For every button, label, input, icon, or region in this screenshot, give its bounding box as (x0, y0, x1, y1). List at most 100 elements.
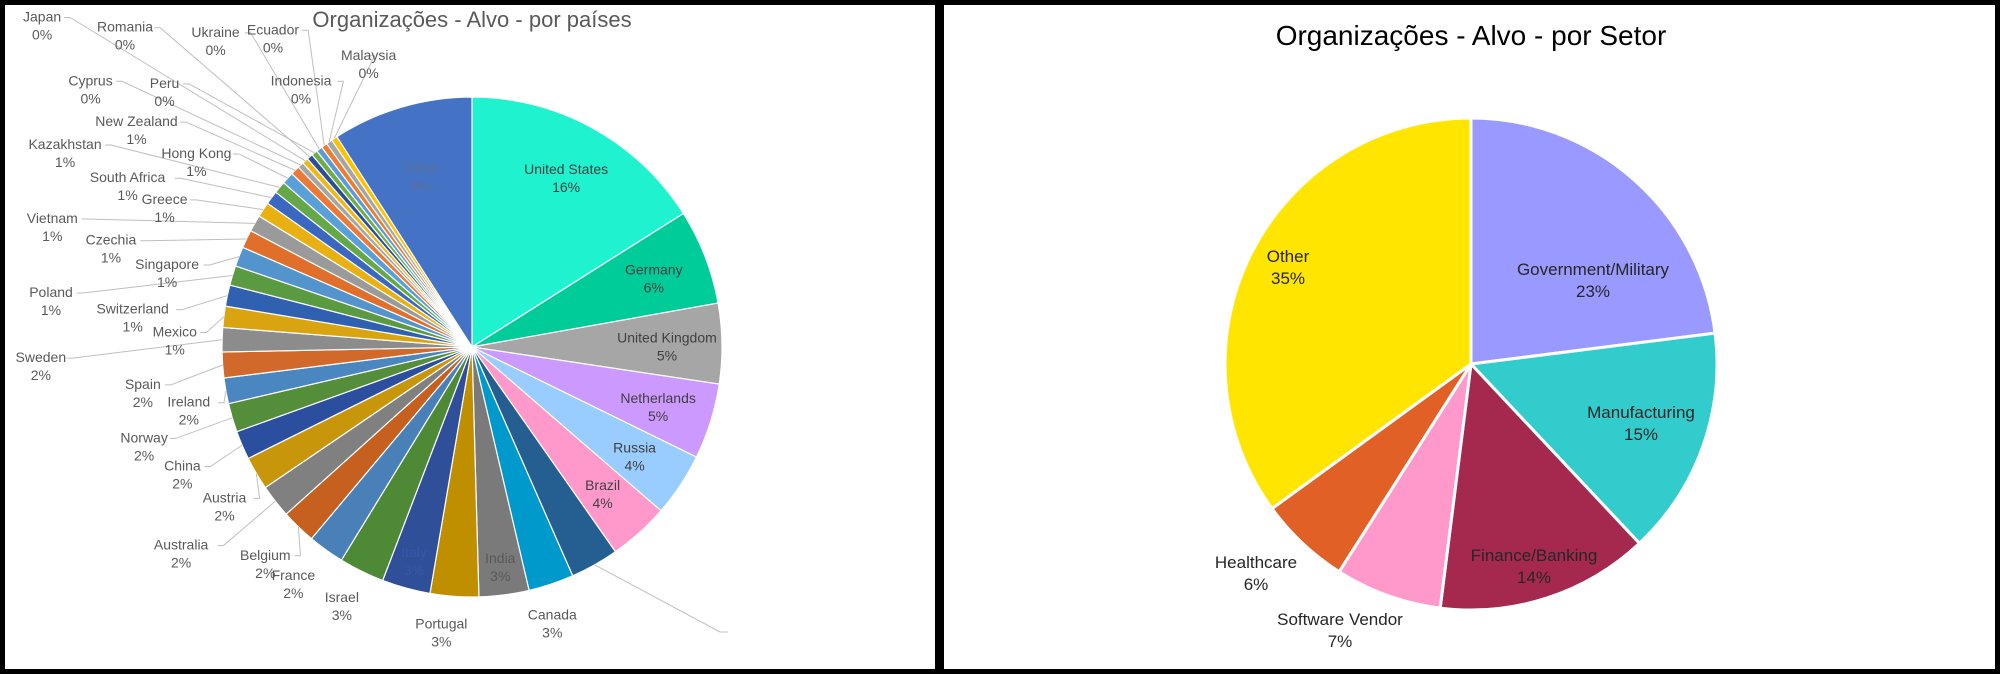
slice-label-greece: Greece (142, 191, 188, 207)
leader-line-vietnam (81, 218, 255, 224)
slice-label-healthcare: Healthcare (1215, 553, 1297, 572)
slice-value-portugal: 3% (431, 634, 451, 650)
leader-line-greece (190, 199, 264, 211)
leader-line-cyprus (116, 80, 301, 166)
slice-label-united-kingdom: United Kingdom (617, 329, 717, 345)
leader-line-malaysia (333, 55, 376, 139)
slice-value-austria: 2% (214, 507, 234, 523)
slice-value-finance-banking: 14% (1517, 568, 1551, 587)
slice-value-romania: 0% (115, 37, 135, 53)
leader-line-ecuador (302, 29, 325, 146)
slice-label-mexico: Mexico (153, 324, 198, 340)
sectors-pie: Government/Military 23% Manufacturing 15% Fi… (1215, 116, 1719, 651)
slice-value-china: 2% (172, 475, 192, 491)
slice-value-canada: 3% (542, 625, 562, 641)
slice-value-vietnam: 1% (42, 228, 62, 244)
slice-value-new-zealand: 1% (126, 131, 146, 147)
slice-label-malaysia: Malaysia (341, 47, 396, 63)
slice-value-belgium: 2% (255, 565, 275, 581)
slice-label-peru: Peru (150, 75, 180, 91)
slice-label-portugal: Portugal (415, 616, 467, 632)
leader-line-singapore (203, 256, 240, 266)
right-chart-title: Organizações - Alvo - por Setor (1276, 20, 1667, 51)
slice-label-government-military: Government/Military (1517, 260, 1670, 279)
leader-line-norway (169, 417, 233, 439)
pie-slice-united-states (471, 96, 685, 349)
slice-label-united-states: United States (524, 161, 608, 177)
leader-line-sweden (66, 339, 223, 359)
slice-label-netherlands: Netherlands (620, 390, 696, 406)
slice-label-cyprus: Cyprus (68, 72, 112, 88)
leader-lines (64, 17, 728, 633)
leader-line-ireland (217, 390, 227, 404)
leader-line-poland (76, 274, 233, 294)
slice-label-israel: Israel (325, 589, 359, 605)
leader-line-mexico (200, 316, 225, 334)
slice-value-government-military: 23% (1576, 282, 1610, 301)
slice-value-japan: 0% (32, 27, 52, 43)
slice-value-italy: 3% (404, 562, 424, 578)
leader-line-belgium (294, 526, 302, 557)
slice-value-peru: 0% (154, 93, 174, 109)
slice-value-malaysia: 0% (359, 65, 379, 81)
slice-label-russia: Russia (613, 440, 656, 456)
slice-label-india: India (485, 550, 516, 566)
slice-value-germany: 6% (644, 279, 664, 295)
slice-value-india: 3% (490, 568, 510, 584)
pie-slice-manufacturing (1467, 331, 1719, 546)
slice-label-germany: Germany (625, 261, 683, 277)
slice-label-kazakhstan: Kazakhstan (28, 136, 101, 152)
slice-label-switzerland: Switzerland (96, 301, 168, 317)
leader-line-spain (164, 364, 223, 386)
leader-line-china (204, 444, 243, 467)
slice-value-france: 2% (283, 585, 303, 601)
leader-line-peru (182, 83, 315, 154)
slice-value-united-states: 16% (552, 179, 580, 195)
left-chart-title: Organizações - Alvo - por países (312, 7, 631, 32)
leader-line-austria (253, 473, 261, 499)
slice-value-kazakhstan: 1% (55, 154, 75, 170)
slice-value-israel: 3% (332, 607, 352, 623)
slice-label-south-africa: South Africa (90, 169, 166, 185)
slice-label-china: China (164, 457, 201, 473)
slice-label-canada: Canada (528, 607, 577, 623)
slice-label-software-vendor: Software Vendor (1277, 610, 1403, 629)
pie-slice-government-military (1469, 116, 1717, 366)
slice-label-belgium: Belgium (240, 547, 291, 563)
slice-label-ireland: Ireland (167, 394, 210, 410)
slice-label-finance-banking: Finance/Banking (1471, 546, 1598, 565)
slice-label-brazil: Brazil (585, 477, 620, 493)
leader-line-hong-kong (232, 153, 288, 179)
pie-slice-finance-banking (1438, 360, 1642, 612)
slice-value-indonesia: 0% (291, 90, 311, 106)
slice-label-hong-kong: Hong Kong (161, 145, 231, 161)
slice-label-czechia: Czechia (86, 232, 137, 248)
slice-value-czechia: 1% (101, 250, 121, 266)
slice-value-cyprus: 0% (80, 90, 100, 106)
slice-label-ecuador: Ecuador (247, 21, 299, 37)
slice-value-hong-kong: 1% (186, 163, 206, 179)
slice-label-italy: Italy (401, 544, 427, 560)
leader-line-unlabeled (594, 564, 728, 633)
pie-slice-other (336, 96, 473, 350)
slice-value-australia: 2% (171, 555, 191, 571)
slice-value-ecuador: 0% (263, 39, 283, 55)
leader-line-japan (64, 17, 306, 162)
slice-label-other: Other (1267, 247, 1310, 266)
slice-label-manufacturing: Manufacturing (1587, 403, 1695, 422)
pie-slice-software-vendor (1337, 363, 1473, 610)
slice-value-united-kingdom: 5% (657, 347, 677, 363)
leader-line-switzerland (176, 295, 228, 311)
slice-value-south-africa: 1% (117, 187, 137, 203)
slice-value-poland: 1% (41, 302, 61, 318)
slice-value-greece: 1% (154, 209, 174, 225)
leader-line-ukraine (244, 32, 320, 150)
slice-label-indonesia: Indonesia (271, 72, 332, 88)
slice-value-manufacturing: 15% (1624, 425, 1658, 444)
slice-value-singapore: 1% (157, 274, 177, 290)
slice-value-ireland: 2% (179, 412, 199, 428)
slice-label-austria: Austria (203, 489, 247, 505)
slice-value-brazil: 4% (592, 495, 612, 511)
slice-value-norway: 2% (134, 447, 154, 463)
slice-value-other: 9% (411, 177, 431, 193)
